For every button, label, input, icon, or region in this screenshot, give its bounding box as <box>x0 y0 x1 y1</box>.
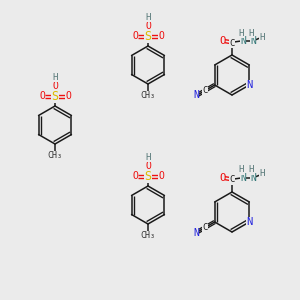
Text: O: O <box>65 91 71 101</box>
Text: N: N <box>240 173 246 183</box>
Text: O: O <box>219 36 225 46</box>
Text: N: N <box>246 217 252 227</box>
Text: H: H <box>145 152 151 161</box>
Text: H: H <box>52 73 58 82</box>
Text: CH₃: CH₃ <box>47 151 62 160</box>
Text: S: S <box>51 89 58 103</box>
Text: N: N <box>240 36 246 46</box>
Text: H: H <box>259 169 265 178</box>
Text: N: N <box>246 80 252 90</box>
Text: C: C <box>229 176 235 184</box>
Text: O: O <box>145 161 151 171</box>
Text: H: H <box>248 166 254 175</box>
Text: S: S <box>144 29 152 43</box>
Text: C: C <box>202 223 208 232</box>
Text: C: C <box>202 86 208 95</box>
Text: N: N <box>250 173 256 183</box>
Text: C: C <box>229 38 235 47</box>
Text: O: O <box>39 91 45 101</box>
Text: CH₃: CH₃ <box>140 230 155 239</box>
Text: H: H <box>145 13 151 22</box>
Text: H: H <box>238 28 244 38</box>
Text: O: O <box>132 31 138 41</box>
Text: O: O <box>158 171 164 181</box>
Text: S: S <box>144 169 152 182</box>
Text: O: O <box>132 171 138 181</box>
Text: CH₃: CH₃ <box>140 91 155 100</box>
Text: N: N <box>194 227 200 238</box>
Text: O: O <box>219 173 225 183</box>
Text: O: O <box>52 81 58 91</box>
Text: N: N <box>250 36 256 46</box>
Text: O: O <box>158 31 164 41</box>
Text: H: H <box>259 32 265 41</box>
Text: H: H <box>248 28 254 38</box>
Text: H: H <box>238 166 244 175</box>
Text: O: O <box>145 21 151 31</box>
Text: N: N <box>194 91 200 100</box>
